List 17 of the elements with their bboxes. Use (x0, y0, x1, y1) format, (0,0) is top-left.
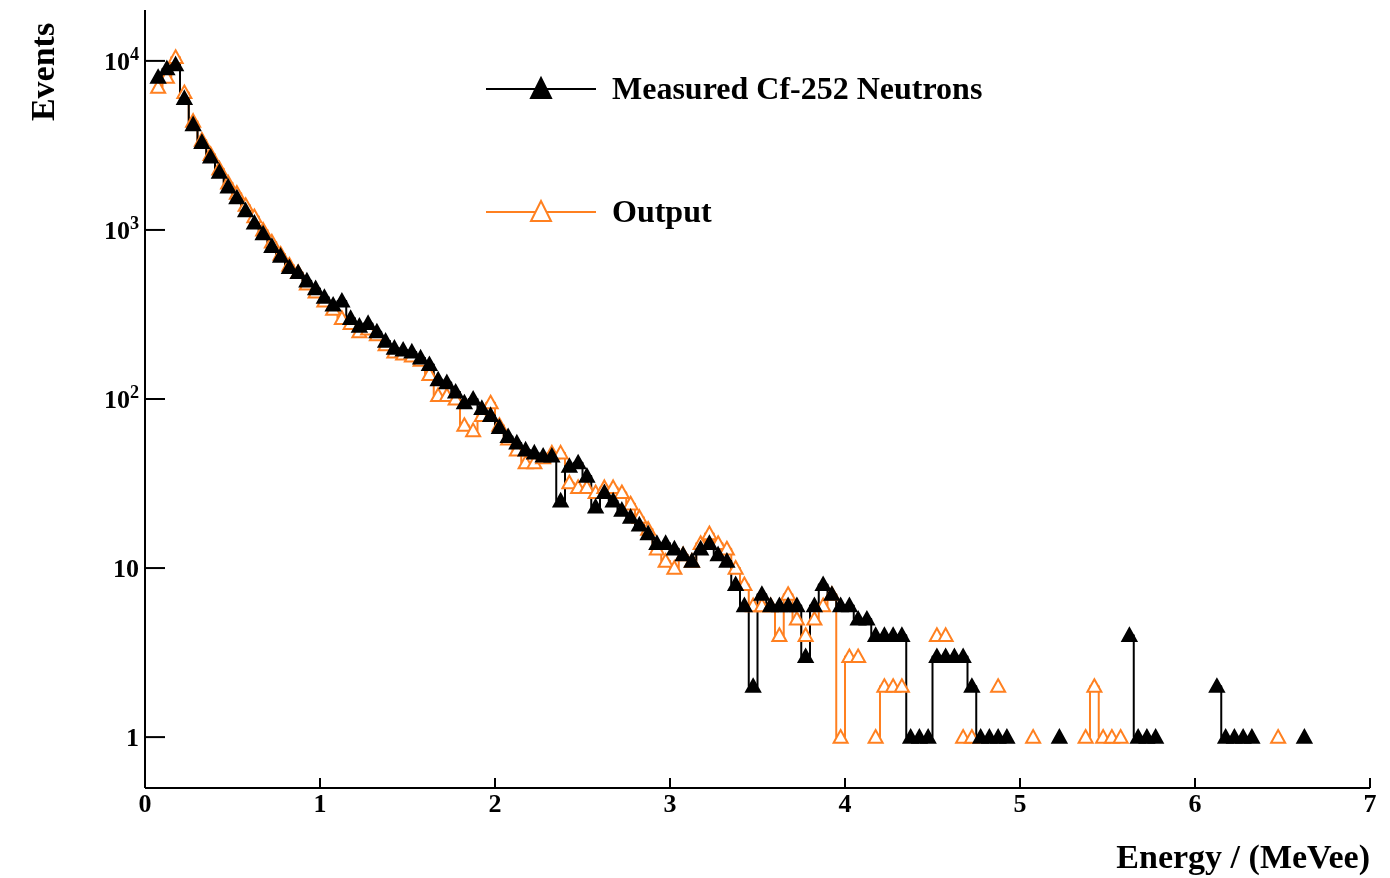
y-tick-label: 10$^{3}$ (103, 212, 139, 245)
y-tick-label: 10 (113, 554, 139, 584)
x-tick-label: 7 (1363, 789, 1377, 819)
y-tick-label: 10$^{2}$ (103, 382, 139, 414)
x-tick-label: 6 (1188, 789, 1202, 819)
x-tick-label: 0 (138, 789, 152, 819)
x-tick-label: 1 (313, 789, 327, 819)
y-axis-title: Events (24, 22, 61, 122)
x-tick-label: 3 (663, 789, 677, 819)
x-tick-label: 2 (488, 789, 502, 819)
x-tick-label: 4 (838, 789, 852, 819)
x-tick-label: 5 (1013, 789, 1027, 819)
y-tick-label: 10$^{4}$ (103, 43, 139, 76)
x-axis-title: Energy / (MeVee) (1116, 838, 1370, 876)
y-tick-label: 1 (126, 723, 139, 753)
legend-label: Measured Cf-252 Neutrons (612, 70, 983, 107)
legend-label: Output (612, 193, 712, 230)
